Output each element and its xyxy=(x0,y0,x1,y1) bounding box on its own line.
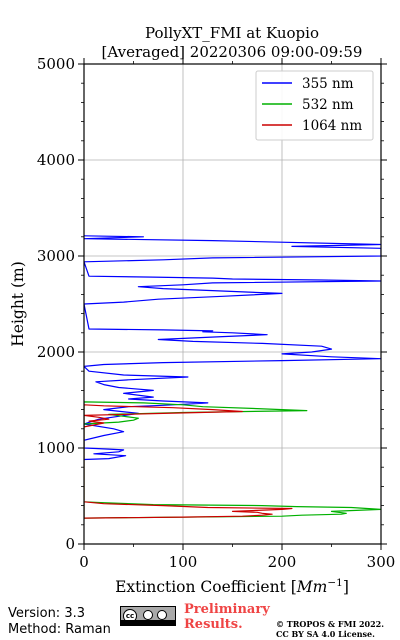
copyright-text: © TROPOS & FMI 2022. xyxy=(276,619,385,629)
x-axis-label-close: ] xyxy=(343,578,349,596)
method-text: Method: Raman xyxy=(8,622,111,637)
x-tick-label: 200 xyxy=(268,553,297,571)
grid-lines xyxy=(84,64,381,544)
extinction-chart: PollyXT_FMI at Kuopio [Averaged] 2022030… xyxy=(9,24,396,596)
cc-logo-icon: cc xyxy=(123,609,137,623)
preliminary-line-1: Preliminary xyxy=(184,602,270,617)
data-series xyxy=(84,235,381,519)
x-tick-label: 100 xyxy=(169,553,198,571)
footer-info: Version: 3.3 Method: Raman xyxy=(8,606,111,638)
series-line-355-nm xyxy=(84,235,381,461)
legend-label: 1064 nm xyxy=(302,118,362,134)
x-tick-label: 300 xyxy=(367,553,396,571)
series-line-532-nm xyxy=(84,401,381,519)
y-tick-label: 1000 xyxy=(37,439,75,457)
chart-subtitle: [Averaged] 20220306 09:00-09:59 xyxy=(102,43,363,61)
x-axis-label-unit: Mm xyxy=(296,578,328,596)
license-text: © TROPOS & FMI 2022. CC BY SA 4.0 Licens… xyxy=(276,619,384,639)
badge-bar xyxy=(121,620,175,625)
legend-label: 355 nm xyxy=(302,76,354,92)
legend-label: 532 nm xyxy=(302,97,354,113)
by-attribution-icon xyxy=(143,610,153,620)
chart-title: PollyXT_FMI at Kuopio xyxy=(145,24,319,42)
preliminary-line-2: Results. xyxy=(184,617,243,632)
y-tick-label: 3000 xyxy=(37,247,75,265)
share-alike-icon xyxy=(157,610,167,620)
legend: 355 nm 532 nm 1064 nm xyxy=(255,70,374,141)
y-tick-label: 0 xyxy=(65,535,75,553)
y-tick-label: 2000 xyxy=(37,343,75,361)
version-text: Version: 3.3 xyxy=(8,606,85,621)
x-axis-label-exponent: −1 xyxy=(327,577,342,589)
x-axis-label: Extinction Coefficient [Mm−1] xyxy=(115,577,349,596)
y-tick-label: 5000 xyxy=(37,55,75,73)
x-axis-label-main: Extinction Coefficient [ xyxy=(115,578,297,596)
y-tick-label: 4000 xyxy=(37,151,75,169)
license-name-text: CC BY SA 4.0 License. xyxy=(276,629,375,639)
cc-by-sa-badge: cc xyxy=(120,606,176,626)
series-line-1064-nm xyxy=(84,404,293,519)
x-tick-label: 0 xyxy=(79,553,89,571)
legend-box xyxy=(255,70,374,141)
y-axis-label: Height (m) xyxy=(9,261,27,347)
preliminary-results-text: Preliminary Results. xyxy=(184,602,270,632)
